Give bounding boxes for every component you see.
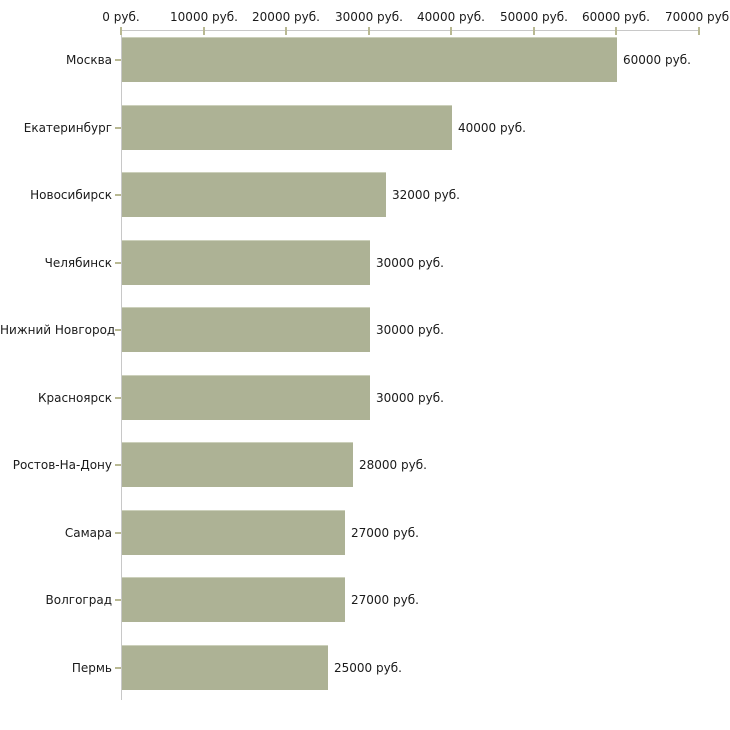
category-label: Новосибирск: [30, 187, 112, 202]
x-axis-tick-label: 70000 руб.: [665, 10, 730, 24]
x-axis-tick: [203, 27, 205, 35]
bar-value-label: 30000 руб.: [376, 390, 444, 405]
y-axis-line: [121, 30, 122, 700]
bar-value-label: 28000 руб.: [359, 457, 427, 472]
category-tick: [115, 194, 121, 196]
x-axis-tick-label: 40000 руб.: [417, 10, 485, 24]
bar-row: Новосибирск 32000 руб.: [0, 172, 730, 217]
bar: [122, 240, 370, 285]
bar-row: Челябинск 30000 руб.: [0, 240, 730, 285]
x-axis-tick-label: 60000 руб.: [582, 10, 650, 24]
x-axis-tick-label: 30000 руб.: [335, 10, 403, 24]
category-label: Нижний Новгород: [0, 322, 116, 337]
category-tick: [115, 262, 121, 264]
category-label: Красноярск: [38, 390, 112, 405]
category-label: Волгоград: [45, 592, 112, 607]
category-label: Москва: [66, 52, 112, 67]
category-label: Пермь: [71, 660, 112, 675]
bar: [122, 577, 345, 622]
bar-value-label: 32000 руб.: [392, 187, 460, 202]
bar: [122, 172, 386, 217]
category-tick: [115, 599, 121, 601]
bar: [122, 442, 353, 487]
bar-value-label: 27000 руб.: [351, 525, 419, 540]
x-axis-tick: [615, 27, 617, 35]
category-tick: [115, 127, 121, 129]
category-label: Екатеринбург: [23, 120, 112, 135]
category-tick: [115, 397, 121, 399]
bar-value-label: 30000 руб.: [376, 322, 444, 337]
bar-row: Волгоград 27000 руб.: [0, 577, 730, 622]
category-tick: [115, 329, 121, 331]
bar-row: Нижний Новгород 30000 руб.: [0, 307, 730, 352]
bar-row: Самара 27000 руб.: [0, 510, 730, 555]
x-axis-tick-label: 20000 руб.: [252, 10, 320, 24]
bar: [122, 510, 345, 555]
bar-row: Красноярск 30000 руб.: [0, 375, 730, 420]
category-tick: [115, 59, 121, 61]
bar-value-label: 30000 руб.: [376, 255, 444, 270]
x-axis-tick-label: 50000 руб.: [500, 10, 568, 24]
bar: [122, 105, 452, 150]
bar-row: Пермь 25000 руб.: [0, 645, 730, 690]
bar: [122, 307, 370, 352]
x-axis-tick: [450, 27, 452, 35]
x-axis-tick: [698, 27, 700, 35]
x-axis-tick: [533, 27, 535, 35]
x-axis-tick-label: 10000 руб.: [170, 10, 238, 24]
category-tick: [115, 532, 121, 534]
bar-row: Москва 60000 руб.: [0, 37, 730, 82]
bar-value-label: 60000 руб.: [623, 52, 691, 67]
category-tick: [115, 464, 121, 466]
bar-value-label: 40000 руб.: [458, 120, 526, 135]
category-label: Самара: [64, 525, 112, 540]
bar-value-label: 27000 руб.: [351, 592, 419, 607]
bar-row: Екатеринбург 40000 руб.: [0, 105, 730, 150]
bar: [122, 37, 617, 82]
bar: [122, 375, 370, 420]
category-label: Ростов-На-Дону: [12, 457, 112, 472]
x-axis-line: [121, 30, 700, 31]
bar-value-label: 25000 руб.: [334, 660, 402, 675]
x-axis-tick-label: 0 руб.: [102, 10, 140, 24]
bar-row: Ростов-На-Дону 28000 руб.: [0, 442, 730, 487]
bar: [122, 645, 328, 690]
category-label: Челябинск: [44, 255, 112, 270]
x-axis-tick: [120, 27, 122, 35]
category-tick: [115, 667, 121, 669]
x-axis-tick: [368, 27, 370, 35]
x-axis-tick: [285, 27, 287, 35]
